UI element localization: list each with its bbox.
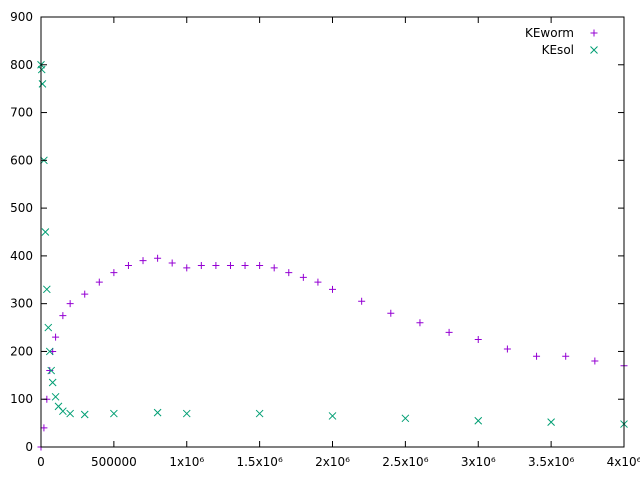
data-point [81, 290, 89, 298]
data-point [47, 366, 56, 375]
y-tick-label: 800 [10, 58, 33, 72]
data-point [533, 352, 541, 360]
x-tick-label: 3.5x10⁶ [528, 455, 574, 469]
data-point [299, 273, 307, 281]
data-point [40, 424, 48, 432]
y-tick-label: 0 [25, 440, 33, 454]
data-point [474, 416, 483, 425]
x-tick-label: 500000 [91, 455, 137, 469]
x-tick-label: 1.5x10⁶ [236, 455, 282, 469]
x-tick-label: 4x10⁶ [607, 455, 640, 469]
data-point [37, 65, 46, 74]
data-point [66, 409, 75, 418]
x-tick-label: 1x10⁶ [169, 455, 204, 469]
data-point [45, 347, 54, 356]
y-tick-label: 300 [10, 297, 33, 311]
data-point [314, 278, 322, 286]
data-point [154, 254, 162, 262]
y-tick-label: 700 [10, 106, 33, 120]
data-point [445, 328, 453, 336]
legend-marker [590, 46, 598, 54]
data-point [329, 285, 336, 293]
data-point [474, 336, 482, 343]
data-point [182, 409, 191, 418]
data-point [591, 357, 599, 365]
data-point [124, 261, 132, 269]
data-point [401, 414, 410, 423]
plot-marks [37, 60, 628, 451]
y-tick-label: 400 [10, 249, 33, 263]
data-point [46, 367, 54, 375]
data-point [59, 407, 67, 416]
data-point [226, 261, 234, 269]
data-point [95, 278, 103, 286]
data-point [256, 261, 264, 269]
x-tick-label: 2x10⁶ [315, 455, 350, 469]
x-tick-label: 2.5x10⁶ [382, 455, 428, 469]
data-point [358, 297, 366, 305]
y-tick-label: 200 [10, 344, 33, 358]
series-KEworm [37, 254, 628, 451]
data-point [183, 264, 191, 272]
data-point [503, 345, 511, 353]
data-point [285, 269, 293, 277]
data-point [41, 228, 50, 236]
data-point [153, 408, 162, 417]
data-point [42, 285, 51, 294]
data-point [66, 300, 74, 308]
legend: KEworm KEsol [525, 26, 598, 57]
y-tick-label: 100 [10, 392, 33, 406]
data-point [110, 409, 118, 418]
legend-marker [590, 29, 598, 37]
data-point [59, 312, 67, 320]
data-point [328, 412, 337, 420]
y-tick-label: 500 [10, 201, 33, 215]
y-tick-label: 900 [10, 10, 33, 24]
data-point [44, 323, 53, 332]
data-point [562, 352, 570, 360]
data-point [139, 257, 147, 265]
x-tick-label: 0 [37, 455, 45, 469]
x-tick-label: 3x10⁶ [461, 455, 496, 469]
data-point [270, 264, 278, 272]
legend-label: KEsol [542, 43, 574, 57]
data-point [547, 418, 555, 427]
data-point [168, 259, 176, 267]
data-point [387, 309, 395, 317]
data-point [48, 378, 57, 387]
data-point [38, 80, 47, 88]
axis-ticks: 0 500000 1x10⁶ 1.5x10⁶ 2x10⁶ 2.5x10⁶ 3x10⁶ 3.5x… [10, 10, 640, 469]
y-tick-label: 600 [10, 153, 33, 167]
data-point [52, 333, 60, 341]
data-point [241, 261, 249, 269]
data-point [197, 261, 205, 269]
data-point [51, 392, 60, 401]
legend-label: KEworm [525, 26, 574, 40]
plot-border [40, 16, 625, 448]
data-point [416, 319, 424, 327]
data-point [110, 269, 118, 277]
series-KEsol [37, 60, 628, 428]
data-point [212, 261, 220, 269]
data-point [80, 410, 89, 419]
data-point [255, 409, 264, 418]
